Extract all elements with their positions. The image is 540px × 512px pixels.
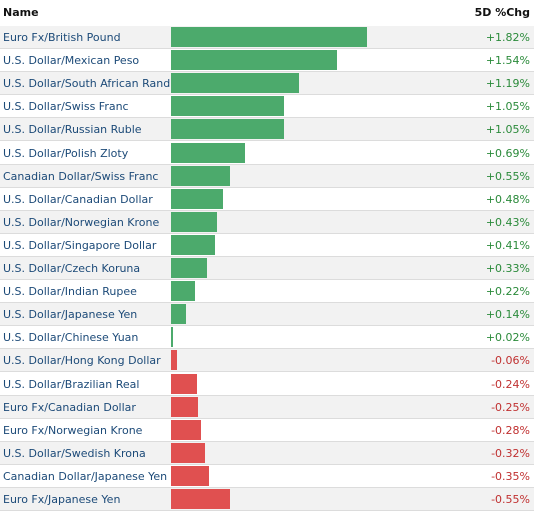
change-value-label: +1.05% [485, 100, 530, 114]
change-bar [171, 50, 337, 71]
currency-pair-label[interactable]: Canadian Dollar/Japanese Yen [3, 469, 168, 483]
table-row: U.S. Dollar/Czech Koruna +0.33% [0, 257, 534, 280]
currency-pair-label[interactable]: U.S. Dollar/Norwegian Krone [3, 215, 160, 229]
table-row: U.S. Dollar/Polish Zloty +0.69% [0, 142, 534, 165]
currency-pair-label[interactable]: U.S. Dollar/Czech Koruna [3, 262, 141, 275]
currency-pair-label[interactable]: Euro Fx/Japanese Yen [3, 493, 121, 506]
currency-pair-label[interactable]: U.S. Dollar/Brazilian Real [3, 377, 140, 391]
change-value-label: -0.24% [491, 377, 530, 391]
currency-pair-label[interactable]: U.S. Dollar/Russian Ruble [3, 123, 142, 137]
change-bar [171, 188, 223, 209]
currency-pair-label[interactable]: U.S. Dollar/Swiss Franc [3, 100, 129, 114]
change-value-label: +0.69% [485, 146, 530, 160]
change-value-label: +1.54% [485, 54, 530, 68]
change-value-label: +0.55% [485, 169, 530, 183]
currency-pair-label[interactable]: U.S. Dollar/Indian Rupee [3, 285, 137, 299]
currency-pair-label[interactable]: U.S. Dollar/Polish Zloty [3, 146, 129, 160]
change-value-label: +0.43% [485, 215, 530, 229]
change-bar [171, 234, 216, 255]
change-bar [171, 258, 207, 278]
change-bar [171, 119, 285, 140]
change-value-label: -0.32% [491, 446, 530, 460]
table-row: U.S. Dollar/Russian Ruble +1.05% [0, 118, 534, 142]
change-bar [171, 442, 206, 463]
change-bar [171, 465, 209, 486]
currency-pair-label[interactable]: U.S. Dollar/Mexican Peso [3, 54, 140, 68]
change-bar [171, 142, 246, 163]
table-row: U.S. Dollar/South African Rand +1.19% [0, 72, 534, 96]
currency-pair-label[interactable]: U.S. Dollar/Singapore Dollar [3, 238, 157, 252]
change-bar [171, 489, 231, 509]
currency-pair-label[interactable]: U.S. Dollar/Chinese Yuan [3, 331, 139, 345]
table-row: Canadian Dollar/Swiss Franc +0.55% [0, 164, 534, 188]
table-row: U.S. Dollar/Singapore Dollar +0.41% [0, 234, 534, 257]
change-value-label: +0.02% [485, 331, 530, 345]
change-bar [171, 396, 198, 417]
change-value-label: -0.55% [491, 493, 530, 506]
change-value-label: +0.41% [485, 238, 530, 252]
change-bar [171, 73, 300, 94]
table-row: U.S. Dollar/Swedish Krona -0.32% [0, 441, 534, 465]
change-bar [171, 327, 174, 348]
currency-pair-label[interactable]: U.S. Dollar/South African Rand [3, 77, 171, 91]
table-row: U.S. Dollar/Japanese Yen +0.14% [0, 303, 534, 327]
table-row: U.S. Dollar/Swiss Franc +1.05% [0, 95, 534, 119]
currency-pair-label[interactable]: Canadian Dollar/Swiss Franc [3, 169, 159, 183]
table-header: Name 5D %Chg [0, 0, 534, 27]
currency-pair-label[interactable]: Euro Fx/Canadian Dollar [3, 400, 136, 414]
table-row: U.S. Dollar/Chinese Yuan +0.02% [0, 326, 534, 350]
change-column-header[interactable]: 5D %Chg [474, 6, 530, 19]
change-bar [171, 281, 195, 302]
name-column-header[interactable]: Name [3, 6, 39, 19]
change-value-label: +0.48% [485, 192, 530, 206]
change-value-label: +1.05% [485, 123, 530, 137]
change-value-label: +0.14% [485, 308, 530, 322]
table-row: Canadian Dollar/Japanese Yen -0.35% [0, 465, 534, 488]
change-value-label: +1.19% [485, 77, 530, 91]
table-row: Euro Fx/Norwegian Krone -0.28% [0, 419, 534, 442]
table-row: U.S. Dollar/Norwegian Krone +0.43% [0, 210, 534, 234]
table-row: Euro Fx/Japanese Yen -0.55% [0, 488, 534, 511]
change-value-label: -0.25% [491, 400, 530, 414]
change-bar [171, 211, 218, 232]
change-value-label: -0.28% [491, 423, 530, 437]
table-row: Euro Fx/Canadian Dollar -0.25% [0, 395, 534, 419]
table-row: U.S. Dollar/Brazilian Real -0.24% [0, 373, 534, 396]
change-bar [171, 27, 367, 47]
change-value-label: +0.33% [485, 262, 530, 275]
change-bar [171, 96, 285, 117]
change-bar [171, 373, 197, 394]
table-row: U.S. Dollar/Hong Kong Dollar -0.06% [0, 349, 534, 373]
change-bar [171, 419, 202, 440]
currency-pair-label[interactable]: Euro Fx/British Pound [3, 31, 121, 44]
currency-pair-label[interactable]: U.S. Dollar/Hong Kong Dollar [3, 354, 161, 368]
currency-pair-label[interactable]: Euro Fx/Norwegian Krone [3, 423, 143, 437]
change-bar [171, 350, 178, 371]
change-value-label: +1.82% [485, 31, 530, 44]
change-bar [171, 165, 231, 186]
table-row: U.S. Dollar/Mexican Peso +1.54% [0, 49, 534, 73]
change-value-label: +0.22% [485, 285, 530, 299]
change-value-label: -0.06% [491, 354, 530, 368]
table-row: U.S. Dollar/Canadian Dollar +0.48% [0, 188, 534, 211]
change-value-label: -0.35% [491, 469, 530, 483]
table-row: Euro Fx/British Pound +1.82% [0, 26, 534, 49]
currency-pair-label[interactable]: U.S. Dollar/Swedish Krona [3, 446, 146, 460]
currency-pair-label[interactable]: U.S. Dollar/Japanese Yen [3, 308, 138, 322]
currency-pair-label[interactable]: U.S. Dollar/Canadian Dollar [3, 192, 153, 206]
table-row: U.S. Dollar/Indian Rupee +0.22% [0, 280, 534, 304]
change-bar [171, 304, 187, 325]
